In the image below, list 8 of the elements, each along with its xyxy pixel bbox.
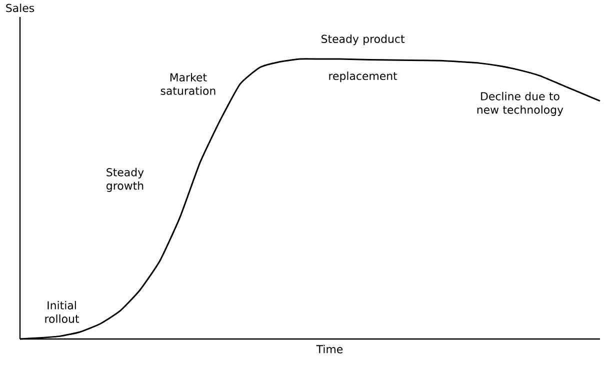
annotation: replacement xyxy=(329,72,398,82)
annotation: Decline due to new technology xyxy=(477,92,564,116)
text: Steady product xyxy=(322,34,405,46)
x-axis-title: Time xyxy=(316,344,343,354)
annotation: Steady growth xyxy=(106,168,144,192)
y-axis-title: Sales xyxy=(6,4,34,12)
annotation: Initial rollout xyxy=(45,300,80,323)
annotation: Market saturation xyxy=(160,72,216,95)
